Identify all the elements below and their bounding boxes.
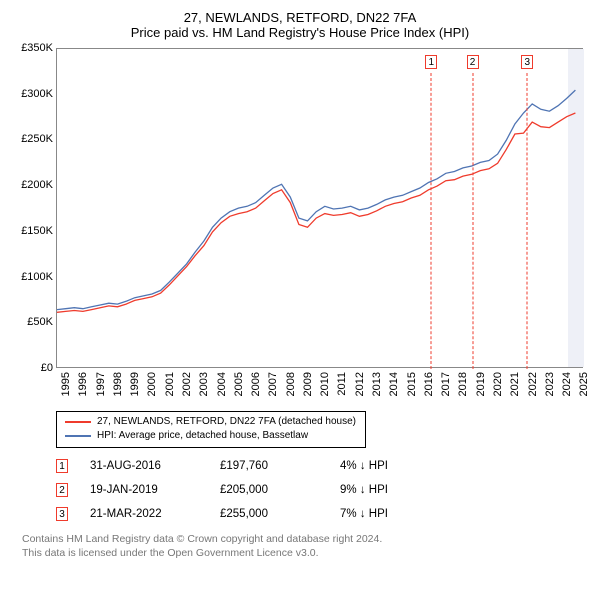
x-tick-label: 2002 — [181, 372, 193, 396]
x-tick-label: 2005 — [233, 372, 245, 396]
transaction-row: 3 21-MAR-2022£255,0007% ↓ HPI — [56, 502, 588, 526]
legend-item: HPI: Average price, detached house, Bass… — [65, 429, 357, 443]
footer-line-2: This data is licensed under the Open Gov… — [22, 546, 588, 560]
x-tick-label: 2020 — [492, 372, 504, 396]
x-tick-label: 2023 — [544, 372, 556, 396]
marker-box-1: 1 — [425, 55, 437, 69]
x-tick-label: 2012 — [354, 372, 366, 396]
y-tick-label: £150K — [21, 225, 53, 237]
plot-region: 1 2 3 — [56, 48, 583, 368]
y-tick-label: £350K — [21, 42, 53, 54]
transaction-marker: 1 — [56, 459, 68, 473]
series-hpi — [57, 90, 575, 310]
transaction-row: 1 31-AUG-2016£197,7604% ↓ HPI — [56, 454, 588, 478]
x-tick-label: 2006 — [250, 372, 262, 396]
x-tick-label: 2000 — [146, 372, 158, 396]
footer-line-1: Contains HM Land Registry data © Crown c… — [22, 532, 588, 546]
x-tick-label: 2021 — [509, 372, 521, 396]
x-tick-label: 2010 — [319, 372, 331, 396]
marker-box-2: 2 — [467, 55, 479, 69]
legend-label: 27, NEWLANDS, RETFORD, DN22 7FA (detache… — [97, 415, 356, 429]
transaction-date: 19-JAN-2019 — [90, 484, 220, 496]
transactions-table: 1 31-AUG-2016£197,7604% ↓ HPI 2 19-JAN-2019… — [56, 454, 588, 526]
chart-subtitle: Price paid vs. HM Land Registry's House … — [12, 25, 588, 40]
transaction-delta: 4% ↓ HPI — [340, 460, 440, 472]
x-tick-label: 2017 — [440, 372, 452, 396]
plot-svg — [57, 49, 584, 369]
x-tick-label: 2015 — [406, 372, 418, 396]
y-tick-label: £250K — [21, 133, 53, 145]
transaction-marker: 2 — [56, 483, 68, 497]
transaction-marker: 3 — [56, 507, 68, 521]
transaction-delta: 9% ↓ HPI — [340, 484, 440, 496]
x-tick-label: 2008 — [285, 372, 297, 396]
transaction-delta: 7% ↓ HPI — [340, 508, 440, 520]
x-tick-label: 2009 — [302, 372, 314, 396]
x-tick-label: 2019 — [475, 372, 487, 396]
transaction-date: 31-AUG-2016 — [90, 460, 220, 472]
marker-box-3: 3 — [521, 55, 533, 69]
chart-area: 123 £0£50K£100K£150K£200K£250K£300K£350K… — [18, 48, 583, 403]
y-tick-label: £0 — [41, 362, 53, 374]
legend-swatch — [65, 421, 91, 423]
legend: 27, NEWLANDS, RETFORD, DN22 7FA (detache… — [56, 411, 366, 448]
marker-line-3 — [527, 73, 528, 369]
y-tick-label: £50K — [27, 316, 53, 328]
x-tick-label: 2001 — [164, 372, 176, 396]
footer-attribution: Contains HM Land Registry data © Crown c… — [22, 532, 588, 560]
y-tick-label: £200K — [21, 179, 53, 191]
y-tick-label: £100K — [21, 271, 53, 283]
marker-line-1 — [431, 73, 432, 369]
transaction-row: 2 19-JAN-2019£205,0009% ↓ HPI — [56, 478, 588, 502]
x-tick-label: 2025 — [578, 372, 590, 396]
x-tick-label: 2018 — [457, 372, 469, 396]
x-tick-label: 2024 — [561, 372, 573, 396]
x-tick-label: 2016 — [423, 372, 435, 396]
legend-label: HPI: Average price, detached house, Bass… — [97, 429, 308, 443]
transaction-price: £205,000 — [220, 484, 340, 496]
chart-container: 27, NEWLANDS, RETFORD, DN22 7FA Price pa… — [0, 0, 600, 590]
x-tick-label: 2004 — [216, 372, 228, 396]
x-tick-label: 2007 — [267, 372, 279, 396]
transaction-date: 21-MAR-2022 — [90, 508, 220, 520]
transaction-price: £197,760 — [220, 460, 340, 472]
x-tick-label: 1998 — [112, 372, 124, 396]
x-tick-label: 2022 — [527, 372, 539, 396]
x-tick-label: 1999 — [129, 372, 141, 396]
y-tick-label: £300K — [21, 88, 53, 100]
x-tick-label: 2011 — [336, 372, 348, 396]
x-tick-label: 2014 — [388, 372, 400, 396]
x-tick-label: 1997 — [95, 372, 107, 396]
marker-line-2 — [472, 73, 473, 369]
transaction-price: £255,000 — [220, 508, 340, 520]
x-tick-label: 2013 — [371, 372, 383, 396]
legend-swatch — [65, 435, 91, 437]
x-tick-label: 1995 — [60, 372, 72, 396]
series-price_paid — [57, 113, 575, 312]
x-tick-label: 2003 — [198, 372, 210, 396]
x-tick-label: 1996 — [77, 372, 89, 396]
chart-title: 27, NEWLANDS, RETFORD, DN22 7FA — [12, 10, 588, 25]
legend-item: 27, NEWLANDS, RETFORD, DN22 7FA (detache… — [65, 415, 357, 429]
